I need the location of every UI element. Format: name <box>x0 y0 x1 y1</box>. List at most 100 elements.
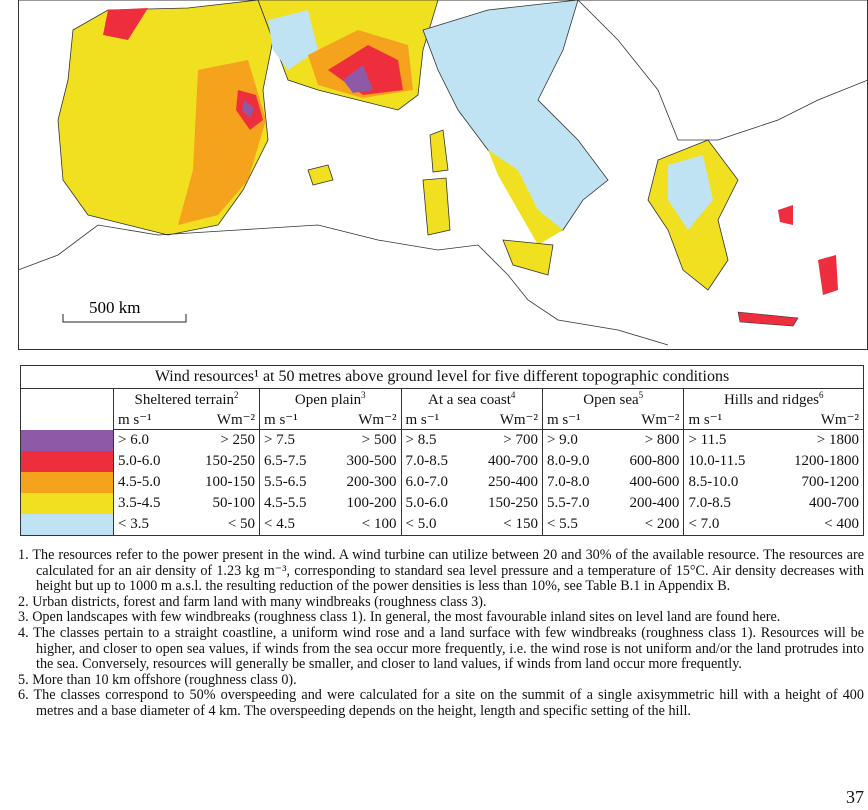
sicily <box>502 239 554 276</box>
table-cell: 400-700 <box>487 453 538 469</box>
table-row: < 3.5 < 50 < 4.5 < 100 < 5.0 < 150 < 5.5 < 200 <… <box>20 514 864 536</box>
table-cell: 50-100 <box>212 495 256 511</box>
scale-label: 500 km <box>89 298 140 317</box>
table-cell: 250-400 <box>487 474 538 490</box>
unit-label: m s⁻¹ <box>400 409 467 430</box>
footnote: 5. More than 10 km offshore (roughness c… <box>18 671 297 688</box>
table-cell: 600-800 <box>629 453 680 469</box>
footnote: 3. Open landscapes with few windbreaks (… <box>18 609 781 626</box>
table-cell: < 150 <box>466 514 543 536</box>
group-name: Open plain <box>294 391 362 408</box>
group-hills: Hills and ridges6 <box>683 388 864 409</box>
footnote: 4. The classes pertain to a straight coa… <box>18 624 864 673</box>
aegean-red-2 <box>818 255 838 295</box>
group-name: Sheltered terrain <box>134 391 235 408</box>
sardinia <box>422 177 451 236</box>
galicia-red <box>103 8 148 40</box>
table-cell: 10.0-11.5 <box>683 451 769 472</box>
table-cell: 4.5-5.0 <box>113 472 182 493</box>
swatch-header-cell <box>20 388 114 430</box>
south-italy-yellow <box>488 150 563 245</box>
table-cell: 150-250 <box>205 453 256 469</box>
table-body: > 6.0 > 250 > 7.5 > 500 > 8.5 > 700 > 9.0 > 800… <box>20 429 864 536</box>
aegean-red-1 <box>778 205 793 225</box>
table-cell: > 7.5 <box>259 429 326 451</box>
table-cell: > 700 <box>503 432 538 448</box>
unit-label: m s⁻¹ <box>113 409 182 430</box>
footnote: 1. The resources refer to the power pres… <box>18 547 864 595</box>
north-africa-coast <box>18 224 669 346</box>
footnote-ref: 3 <box>361 389 366 400</box>
table-cell: < 400 <box>768 514 864 536</box>
table-cell: > 1800 <box>768 429 864 451</box>
balearics <box>307 164 334 186</box>
footnote-ref: 2 <box>234 389 239 400</box>
table-cell: 100-150 <box>205 474 256 490</box>
table-cell: 5.5-6.5 <box>259 472 326 493</box>
table-cell: < 4.5 <box>259 514 326 536</box>
table-cell: < 5.5 <box>541 514 609 536</box>
table-cell: > 8.5 <box>400 429 467 451</box>
table-cell: < 200 <box>608 514 684 536</box>
group-sea-coast: At a sea coast4 <box>400 388 543 409</box>
group-name: Hills and ridges <box>723 391 819 408</box>
table-cell: 700-1200 <box>768 472 864 493</box>
group-name: Open sea <box>583 391 639 408</box>
color-swatch <box>20 429 114 451</box>
table-cell: 4.5-5.5 <box>259 493 326 514</box>
table-cell: 7.0-8.0 <box>541 472 609 493</box>
footnote: 2. Urban districts, forest and farm land… <box>18 593 487 610</box>
footnote-ref: 4 <box>510 389 516 400</box>
france-blue <box>268 10 318 70</box>
color-swatch <box>20 472 114 493</box>
table-cell: > 9.0 <box>541 429 609 451</box>
italy-region <box>422 0 609 241</box>
group-open-plain: Open plain3 <box>259 388 401 409</box>
footnotes: 1. The resources refer to the power pres… <box>18 547 864 720</box>
table-cell: 3.5-4.5 <box>113 493 182 514</box>
page-number: 37 <box>846 787 864 807</box>
table-cell: 8.0-9.0 <box>541 451 609 472</box>
iberia-purple <box>242 100 254 118</box>
color-swatch <box>20 514 114 536</box>
table-cell: > 800 <box>644 432 680 448</box>
corsica <box>429 129 449 173</box>
table-cell: > 500 <box>361 432 397 448</box>
table-row: > 6.0 > 250 > 7.5 > 500 > 8.5 > 700 > 9.0 > 800… <box>20 429 864 451</box>
table-row: 3.5-4.5 50-100 4.5-5.5 100-200 5.0-6.0 150-25… <box>20 493 864 514</box>
unit-label: m s⁻¹ <box>259 409 326 430</box>
table-cell: < 100 <box>325 514 401 536</box>
table-cell: 150-250 <box>487 495 538 511</box>
color-swatch <box>20 451 114 472</box>
table-cell: 5.0-6.0 <box>113 451 182 472</box>
group-open-sea: Open sea5 <box>541 388 684 409</box>
unit-label: m s⁻¹ <box>541 409 609 430</box>
table-title: Wind resources¹ at 50 metres above groun… <box>20 365 864 389</box>
wind-resource-map: 500 km <box>18 0 868 350</box>
table-cell: 5.0-6.0 <box>400 493 467 514</box>
table-cell: 8.5-10.0 <box>683 472 769 493</box>
unit-label: Wm⁻² <box>608 409 684 430</box>
table-row: 4.5-5.0 100-150 5.5-6.5 200-300 6.0-7.0 250-4… <box>20 472 864 493</box>
table-cell: 6.0-7.0 <box>400 472 467 493</box>
table-cell: 5.5-7.0 <box>541 493 609 514</box>
unit-label: m s⁻¹ <box>683 409 769 430</box>
france-purple <box>343 65 373 93</box>
table-cell: 200-300 <box>346 474 397 490</box>
balkan-coast <box>577 0 868 141</box>
table-cell: 400-700 <box>768 493 864 514</box>
table-cell: < 50 <box>181 514 260 536</box>
table-cell: < 5.0 <box>400 514 467 536</box>
color-swatch <box>20 493 114 514</box>
table-cell: < 3.5 <box>113 514 182 536</box>
group-name: At a sea coast <box>428 391 511 408</box>
table-cell: > 6.0 <box>113 429 182 451</box>
unit-label: Wm⁻² <box>325 409 401 430</box>
unit-label: Wm⁻² <box>466 409 543 430</box>
table-row: 5.0-6.0 150-250 6.5-7.5 300-500 7.0-8.5 400-7… <box>20 451 864 472</box>
footnote-ref: 5 <box>638 389 644 400</box>
table-cell: < 7.0 <box>683 514 769 536</box>
footnote: 6. The classes correspond to 50% overspe… <box>18 687 864 719</box>
table-cell: 7.0-8.5 <box>683 493 769 514</box>
wind-resources-table: Wind resources¹ at 50 metres above groun… <box>20 365 864 536</box>
